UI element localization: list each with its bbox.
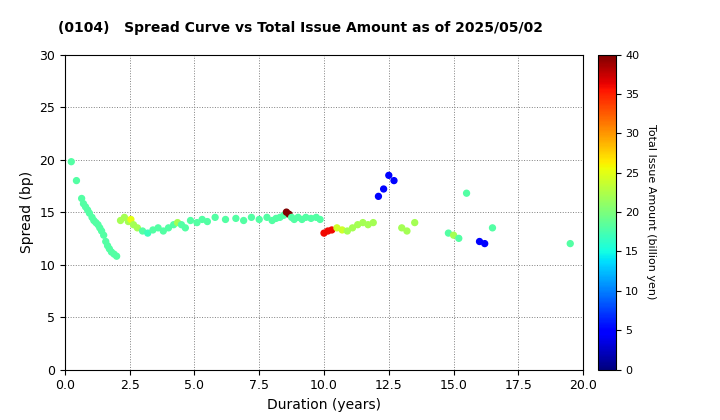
Point	[127, 221, 139, 228]
Point	[326, 226, 338, 233]
Point	[96, 228, 107, 234]
Point	[305, 215, 317, 222]
Point	[158, 228, 169, 234]
Point	[86, 214, 98, 221]
Point	[185, 217, 197, 224]
Point	[487, 224, 498, 231]
Point	[448, 232, 459, 239]
Point	[114, 217, 126, 224]
Point	[373, 193, 384, 199]
Point	[147, 226, 158, 233]
Point	[292, 214, 304, 221]
Point	[246, 214, 257, 221]
Point	[289, 216, 300, 223]
Point	[401, 228, 413, 234]
Point	[153, 224, 164, 231]
Point	[367, 219, 379, 226]
Point	[281, 209, 292, 215]
Point	[270, 215, 282, 222]
Point	[163, 224, 174, 231]
Point	[336, 226, 348, 233]
Point	[274, 214, 286, 221]
Point	[261, 214, 273, 221]
Point	[286, 214, 297, 221]
Point	[347, 224, 359, 231]
Point	[220, 216, 231, 223]
Point	[461, 190, 472, 197]
Point	[564, 240, 576, 247]
Point	[100, 238, 112, 245]
Point	[102, 242, 113, 249]
Point	[443, 230, 454, 236]
Point	[142, 230, 153, 236]
Point	[238, 217, 249, 224]
Point	[192, 219, 203, 226]
Point	[125, 216, 137, 223]
Point	[266, 217, 278, 224]
Point	[210, 214, 221, 221]
Point	[179, 224, 191, 231]
Point	[453, 235, 464, 242]
Point	[82, 207, 94, 213]
Text: (0104)   Spread Curve vs Total Issue Amount as of 2025/05/02: (0104) Spread Curve vs Total Issue Amoun…	[58, 21, 543, 35]
Point	[84, 210, 95, 216]
Point	[409, 219, 420, 226]
Point	[362, 221, 374, 228]
Point	[137, 228, 148, 234]
Point	[322, 228, 333, 234]
Point	[106, 249, 117, 255]
Point	[300, 214, 312, 221]
Point	[94, 224, 106, 231]
Point	[479, 240, 490, 247]
Point	[331, 224, 343, 231]
Point	[80, 203, 91, 210]
Y-axis label: Spread (bp): Spread (bp)	[19, 171, 34, 253]
Point	[315, 216, 326, 223]
Point	[104, 245, 115, 252]
Point	[383, 172, 395, 179]
Point	[318, 230, 330, 236]
Point	[202, 218, 213, 225]
Point	[119, 214, 130, 221]
Point	[108, 251, 120, 257]
Point	[253, 216, 265, 223]
Point	[168, 221, 179, 228]
Point	[90, 219, 102, 226]
Point	[283, 211, 294, 218]
Point	[132, 224, 143, 231]
Y-axis label: Total Issue Amount (billion yen): Total Issue Amount (billion yen)	[646, 124, 656, 300]
Point	[111, 253, 122, 260]
Point	[92, 221, 104, 228]
Point	[296, 216, 307, 223]
Point	[66, 158, 77, 165]
Point	[278, 212, 289, 218]
Point	[122, 218, 134, 225]
Point	[474, 238, 485, 245]
Point	[172, 219, 184, 226]
Point	[230, 215, 242, 222]
Point	[71, 177, 82, 184]
Point	[388, 177, 400, 184]
Point	[78, 200, 89, 207]
Point	[197, 216, 208, 223]
Point	[341, 228, 353, 234]
Point	[310, 214, 322, 221]
Point	[76, 195, 87, 202]
Point	[396, 224, 408, 231]
Point	[176, 221, 187, 228]
Point	[378, 186, 390, 192]
Point	[352, 221, 364, 228]
X-axis label: Duration (years): Duration (years)	[267, 398, 381, 412]
Point	[98, 232, 109, 239]
Point	[357, 219, 369, 226]
Point	[88, 217, 99, 224]
